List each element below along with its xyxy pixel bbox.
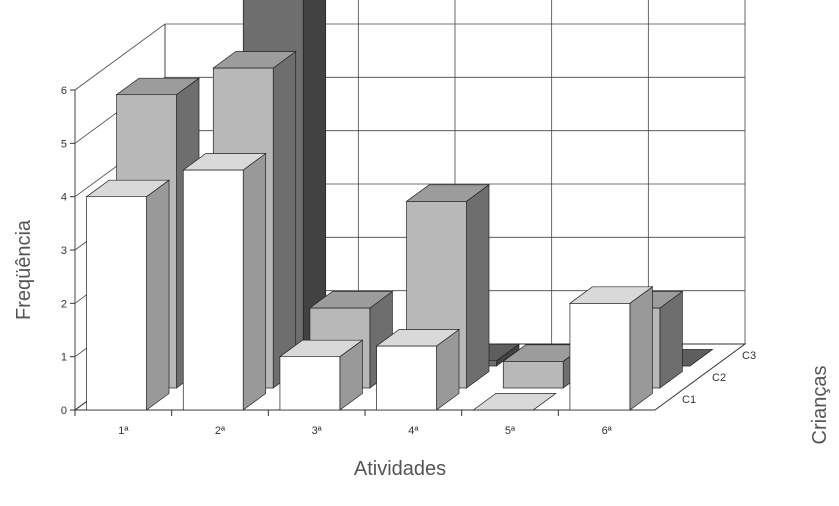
bar [502,360,564,389]
x-tick-label: 5ª [505,425,516,437]
bar [569,302,631,411]
bar-top [308,291,394,309]
bar [86,196,147,411]
x-tick-label: 3ª [312,425,323,437]
y-tick-label: 4 [61,192,67,204]
legend-label: C3 [742,350,756,362]
bar-top [212,51,297,69]
bar-top [85,179,171,198]
z-axis-title: Crianças [809,366,831,445]
y-tick-label: 3 [61,245,67,257]
legend-label: C1 [682,394,696,406]
bar-top [375,329,461,347]
y-tick-label: 2 [61,298,67,310]
bar-side [272,50,297,389]
y-tick-label: 1 [61,352,67,364]
bar-top [568,286,654,304]
y-axis-title: Freqüência [13,219,35,320]
bar [182,169,244,411]
bar-top [182,153,267,171]
bar-side [466,184,490,389]
x-tick-label: 6ª [602,425,613,437]
bar-top [115,77,201,96]
bar-top [472,393,557,411]
bar-top [405,184,491,202]
legend-label: C2 [712,372,726,384]
bar-side [242,152,267,411]
bar-side [146,179,170,411]
y-tick-label: 6 [61,85,67,97]
y-tick-label: 5 [61,138,67,150]
bar-side [629,286,653,411]
bar-side [659,290,683,389]
x-tick-label: 1ª [118,425,129,437]
y-tick-label: 0 [61,405,67,417]
bar [279,356,341,411]
x-axis-title: Atividades [354,458,446,480]
x-tick-label: 2ª [215,425,226,437]
bar [376,345,437,411]
x-tick-label: 4ª [408,425,419,437]
bar-top [278,339,364,358]
